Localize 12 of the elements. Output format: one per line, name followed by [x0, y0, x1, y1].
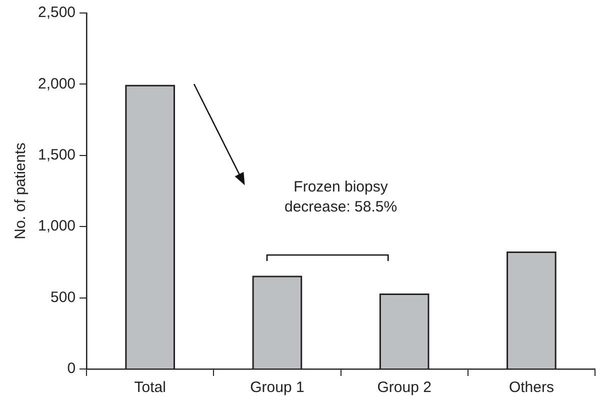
y-tick-label: 0 — [67, 360, 76, 378]
y-tick-label: 1,500 — [38, 146, 76, 164]
y-tick-label: 500 — [50, 288, 76, 306]
x-tick-label: Group 1 — [250, 379, 304, 396]
x-tick-label: Others — [508, 379, 554, 396]
y-tick-label: 2,000 — [38, 75, 76, 92]
y-axis-title: No. of patients — [12, 142, 30, 240]
x-tick-label: Total — [134, 379, 166, 396]
annotation: Frozen biopsy decrease: 58.5% — [284, 178, 398, 216]
x-tick-label: Group 2 — [377, 379, 432, 396]
y-tick-label: 1,000 — [38, 218, 76, 235]
y-tick-label: 2,500 — [38, 4, 76, 22]
